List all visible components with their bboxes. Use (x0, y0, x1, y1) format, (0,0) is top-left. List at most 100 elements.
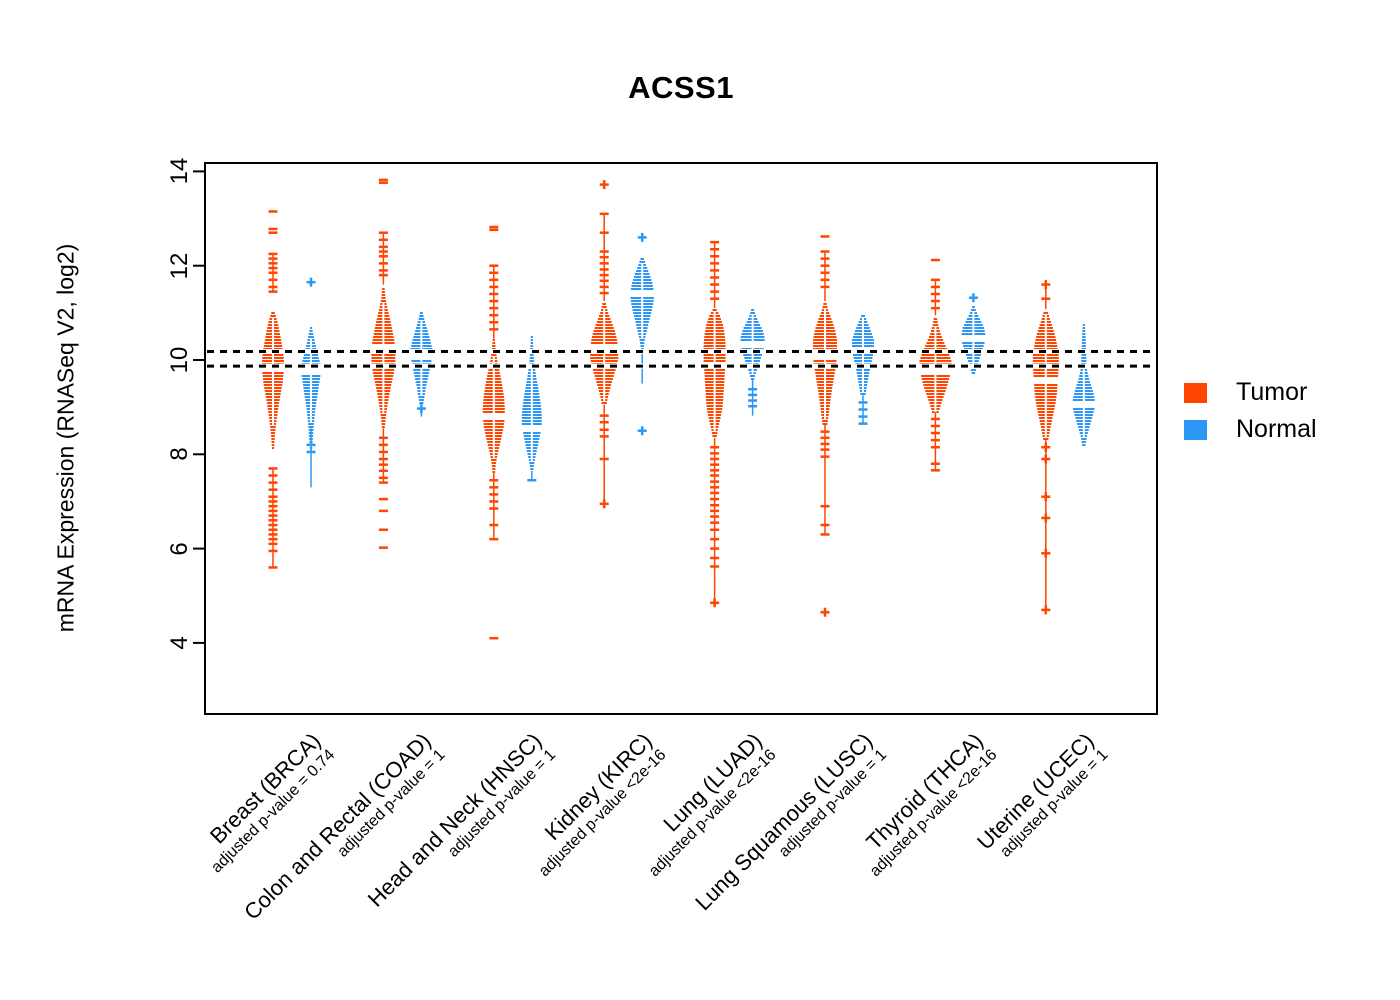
violin-normal-COAD-row (411, 345, 421, 347)
violin-tumor-UCEC-row (1046, 396, 1057, 398)
violin-normal-COAD-row (422, 330, 428, 332)
violin-tumor-LUAD-row (706, 402, 714, 404)
violin-tumor-LUAD-outlier-dash (710, 297, 720, 300)
violin-tumor-UCEC-row (1036, 333, 1045, 335)
violin-tumor-HNSC-row (494, 402, 505, 404)
violin-tumor-BRCA-row (274, 420, 277, 422)
violin-normal-COAD-row (422, 387, 426, 389)
violin-tumor-UCEC-row (1039, 324, 1045, 326)
violin-normal-KIRC-row (638, 264, 642, 266)
violin-normal-BRCA-row (308, 432, 314, 434)
violin-tumor-KIRC-outlier-dash (599, 250, 609, 253)
violin-normal-KIRC-row (643, 309, 652, 311)
violin-normal-THCA-row (974, 318, 980, 320)
violin-tumor-LUAD-row (708, 318, 714, 320)
violin-tumor-LUSC-outlier-dash (820, 264, 830, 267)
violin-normal-LUSC-outlier-dash (858, 408, 868, 411)
violin-tumor-BRCA-row (274, 390, 282, 392)
violin-tumor-HNSC-row (488, 447, 493, 449)
violin-normal-BRCA-row (306, 345, 310, 347)
violin-normal-HNSC-row (524, 438, 531, 440)
violin-normal-BRCA-row (308, 435, 314, 437)
violin-normal-UCEC-row (1081, 339, 1086, 341)
violin-tumor-LUSC-row (822, 420, 828, 422)
violin-normal-COAD-row (414, 333, 421, 335)
violin-tumor-THCA-row (936, 357, 951, 359)
violin-tumor-LUAD-row (715, 405, 723, 407)
violin-tumor-LUAD-outlier-dash (710, 469, 720, 472)
violin-tumor-COAD-outlier-dash (378, 181, 388, 184)
violin-tumor-HNSC-outlier-dash (489, 500, 499, 503)
violin-tumor-BRCA-outlier-dash (268, 566, 278, 569)
violin-tumor-THCA-row (936, 336, 942, 338)
violin-tumor-KIRC-row (601, 402, 607, 404)
legend-swatch-normal (1184, 419, 1207, 440)
violin-tumor-UCEC-row (1046, 369, 1059, 371)
violin-normal-HNSC-row (529, 357, 534, 359)
violin-normal-KIRC-row (643, 285, 653, 287)
violin-tumor-THCA-row (930, 333, 935, 335)
violin-tumor-UCEC-row (1037, 408, 1045, 410)
violin-tumor-LUSC-row (826, 315, 831, 317)
violin-tumor-BRCA-row (264, 387, 272, 389)
violin-tumor-COAD-row (384, 375, 394, 377)
violin-normal-HNSC-row (525, 387, 531, 389)
violin-normal-LUAD-row (753, 330, 763, 332)
violin-tumor-LUAD-row (715, 408, 723, 410)
violin-tumor-HNSC-row (491, 462, 497, 464)
violin-tumor-THCA-row (920, 357, 935, 359)
violin-tumor-HNSC-row (494, 381, 502, 383)
violin-tumor-LUAD-row (715, 375, 725, 377)
violin-tumor-BRCA-row (270, 315, 276, 317)
violin-tumor-LUSC-row (826, 393, 832, 395)
violin-normal-KIRC-row (640, 348, 644, 350)
violin-tumor-HNSC-row (494, 393, 504, 395)
violin-tumor-BRCA-row (274, 360, 284, 362)
violin-tumor-BRCA-spine (272, 468, 274, 568)
violin-normal-HNSC-row (521, 414, 531, 416)
violin-normal-HNSC-row (532, 399, 541, 401)
violin-tumor-KIRC-outlier-dash (599, 420, 609, 424)
violin-normal-HNSC-row (521, 417, 531, 419)
violin-normal-LUSC-row (864, 345, 874, 347)
violin-tumor-COAD-row (384, 330, 393, 332)
violin-tumor-LUSC-row (826, 360, 837, 362)
violin-tumor-LUAD-row (715, 390, 724, 392)
violin-normal-HNSC-row (530, 339, 533, 341)
violin-normal-BRCA-row (312, 342, 316, 344)
violin-normal-KIRC-row (633, 315, 642, 317)
violin-normal-COAD-row (422, 390, 426, 392)
violin-normal-BRCA-row (303, 354, 310, 356)
violin-normal-BRCA-row (305, 348, 310, 350)
violin-tumor-UCEC-row (1033, 375, 1045, 377)
violin-normal-THCA-row (974, 327, 985, 329)
violin-normal-LUSC-row (858, 321, 862, 323)
violin-tumor-BRCA-row (274, 330, 280, 332)
violin-tumor-COAD-row (384, 339, 395, 341)
violin-tumor-HNSC-row (492, 468, 496, 470)
violin-tumor-BRCA-row (266, 330, 272, 332)
violin-tumor-UCEC-row (1046, 324, 1052, 326)
violin-tumor-COAD-row (384, 309, 388, 311)
violin-tumor-HNSC-row (483, 399, 493, 401)
violin-tumor-THCA-row (936, 402, 942, 404)
violin-tumor-HNSC-row (490, 357, 493, 359)
violin-tumor-UCEC-row (1034, 342, 1045, 344)
violin-normal-UCEC-row (1072, 399, 1083, 401)
violin-tumor-BRCA-row (274, 324, 279, 326)
violin-tumor-LUSC-row (817, 321, 824, 323)
chart-title: ACSS1 (628, 70, 734, 105)
violin-normal-UCEC-row (1084, 378, 1090, 380)
violin-normal-UCEC-row (1073, 396, 1083, 398)
violin-normal-LUSC-row (864, 327, 870, 329)
violin-normal-THCA-row (963, 345, 973, 347)
violin-tumor-UCEC-row (1037, 330, 1045, 332)
violin-tumor-COAD-outlier-dash (378, 450, 388, 454)
violin-tumor-KIRC-outlier-dash (599, 285, 609, 289)
violin-tumor-HNSC-row (490, 456, 493, 458)
violin-normal-BRCA-row (304, 396, 310, 398)
violin-tumor-LUAD-outlier-dash (710, 247, 720, 251)
violin-tumor-KIRC-row (598, 387, 604, 389)
violin-normal-THCA-row (974, 360, 979, 362)
